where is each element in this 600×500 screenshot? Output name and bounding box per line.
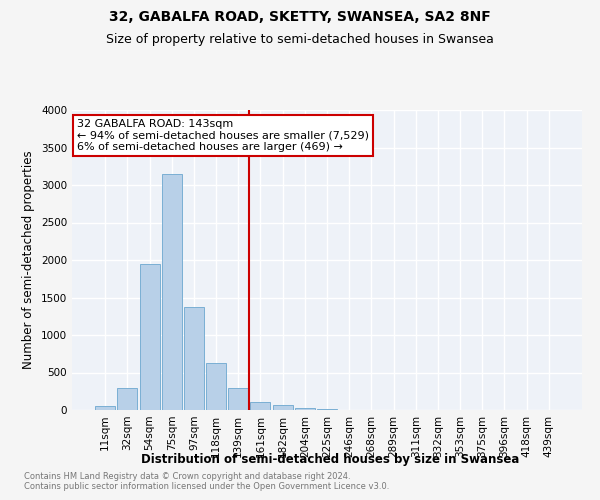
Bar [184,307,204,410]
Bar [118,388,137,410]
Text: 32 GABALFA ROAD: 143sqm
← 94% of semi-detached houses are smaller (7,529)
6% of : 32 GABALFA ROAD: 143sqm ← 94% of semi-de… [77,119,369,152]
Text: Distribution of semi-detached houses by size in Swansea: Distribution of semi-detached houses by … [141,452,519,466]
Text: 32, GABALFA ROAD, SKETTY, SWANSEA, SA2 8NF: 32, GABALFA ROAD, SKETTY, SWANSEA, SA2 8… [109,10,491,24]
Bar [95,406,115,410]
Bar [295,408,315,410]
Bar [250,402,271,410]
Bar [272,405,293,410]
Bar [140,264,160,410]
Text: Contains public sector information licensed under the Open Government Licence v3: Contains public sector information licen… [24,482,389,491]
Y-axis label: Number of semi-detached properties: Number of semi-detached properties [22,150,35,370]
Bar [206,363,226,410]
Text: Size of property relative to semi-detached houses in Swansea: Size of property relative to semi-detach… [106,32,494,46]
Bar [162,174,182,410]
Bar [228,388,248,410]
Text: Contains HM Land Registry data © Crown copyright and database right 2024.: Contains HM Land Registry data © Crown c… [24,472,350,481]
